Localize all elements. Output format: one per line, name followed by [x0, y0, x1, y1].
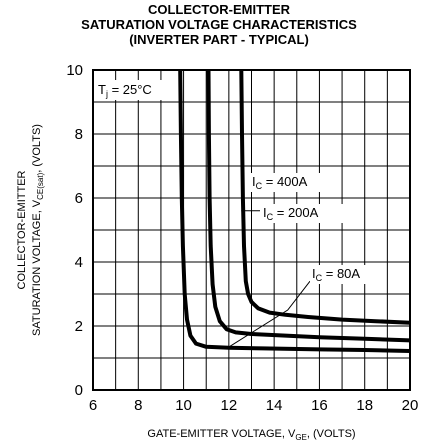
- series-label-80a-main: I: [312, 266, 316, 281]
- y-tick-label: 10: [66, 62, 83, 79]
- condition-label: Tj = 25°C: [98, 82, 152, 99]
- series-line-80a: [178, 69, 411, 353]
- x-tick-label: 10: [175, 397, 192, 414]
- x-tick-label: 12: [221, 397, 238, 414]
- series-label-400a: IC = 400A: [250, 173, 332, 192]
- chart-title-line-2: SATURATION VOLTAGE CHARACTERISTICS: [81, 17, 357, 32]
- series-label-400a-main: I: [252, 174, 256, 189]
- x-axis-label-main: GATE-EMITTER VOLTAGE, V: [147, 428, 296, 440]
- series-label-200a-tail: = 200A: [273, 205, 319, 220]
- x-tick-label: 14: [266, 397, 283, 414]
- x-tick-label: 20: [402, 397, 419, 414]
- y-axis-label-line-2: SATURATION VOLTAGE, VCE(sat), (VOLTS): [31, 124, 45, 336]
- grid-lines: [93, 70, 410, 390]
- x-tick-label: 16: [311, 397, 328, 414]
- series-label-200a-main: I: [263, 205, 267, 220]
- series-label-400a-sub: C: [256, 181, 263, 191]
- leader-line-80a: [226, 280, 311, 349]
- series-label-200a: IC = 200A: [261, 204, 343, 223]
- y-tick-label: 0: [75, 382, 83, 399]
- series-label-400a-text: IC = 400A: [252, 174, 308, 191]
- series-label-200a-sub: C: [267, 212, 274, 222]
- series-line-400a: [239, 69, 411, 325]
- condition-label-sub: j: [105, 89, 108, 99]
- x-tick-label: 6: [89, 397, 97, 414]
- series-label-200a-background: [261, 204, 343, 223]
- x-tick-label: 8: [134, 397, 142, 414]
- series-label-400a-tail: = 400A: [262, 174, 308, 189]
- series-label-400a-background: [250, 173, 332, 192]
- series-label-80a-background: [310, 265, 384, 284]
- x-axis-label-tail: , (VOLTS): [307, 428, 356, 440]
- series-lines: [178, 69, 411, 353]
- series-label-80a-text: IC = 80A: [312, 266, 360, 283]
- series-line-200a: [206, 69, 411, 343]
- chart-title-line-3: (INVERTER PART - TYPICAL): [129, 32, 309, 47]
- y-tick-label: 8: [75, 126, 83, 143]
- y-tick-label: 6: [75, 190, 83, 207]
- series-label-200a-text: IC = 200A: [263, 205, 319, 222]
- chart-title-line-1: COLLECTOR-EMITTER: [147, 2, 291, 17]
- y-tick-label: 2: [75, 318, 83, 335]
- plot-frame: [92, 69, 411, 391]
- y-axis-label-tail: , (VOLTS): [31, 124, 43, 173]
- y-axis-label-sub: CE(sat): [36, 172, 45, 199]
- series-label-80a-tail: = 80A: [322, 266, 360, 281]
- condition-box-background: [96, 80, 162, 100]
- condition-label-main: T: [98, 82, 106, 97]
- condition-label-tail: = 25°C: [108, 82, 152, 97]
- tick-labels: 6 8 10 12 14 16 18 20 0 2 4 6 8 10: [66, 62, 418, 414]
- x-axis-label-sub: GE: [295, 433, 307, 442]
- label-leader-lines: [226, 210, 311, 349]
- x-axis-label: GATE-EMITTER VOLTAGE, VGE, (VOLTS): [147, 428, 355, 442]
- y-axis-label-line-1: COLLECTOR-EMITTER: [16, 170, 28, 289]
- series-label-80a-sub: C: [316, 273, 323, 283]
- y-axis-label-main: SATURATION VOLTAGE, V: [31, 199, 43, 336]
- series-label-80a: IC = 80A: [310, 265, 384, 284]
- y-tick-label: 4: [75, 254, 83, 271]
- condition-box: Tj = 25°C: [96, 80, 162, 100]
- x-tick-label: 18: [356, 397, 373, 414]
